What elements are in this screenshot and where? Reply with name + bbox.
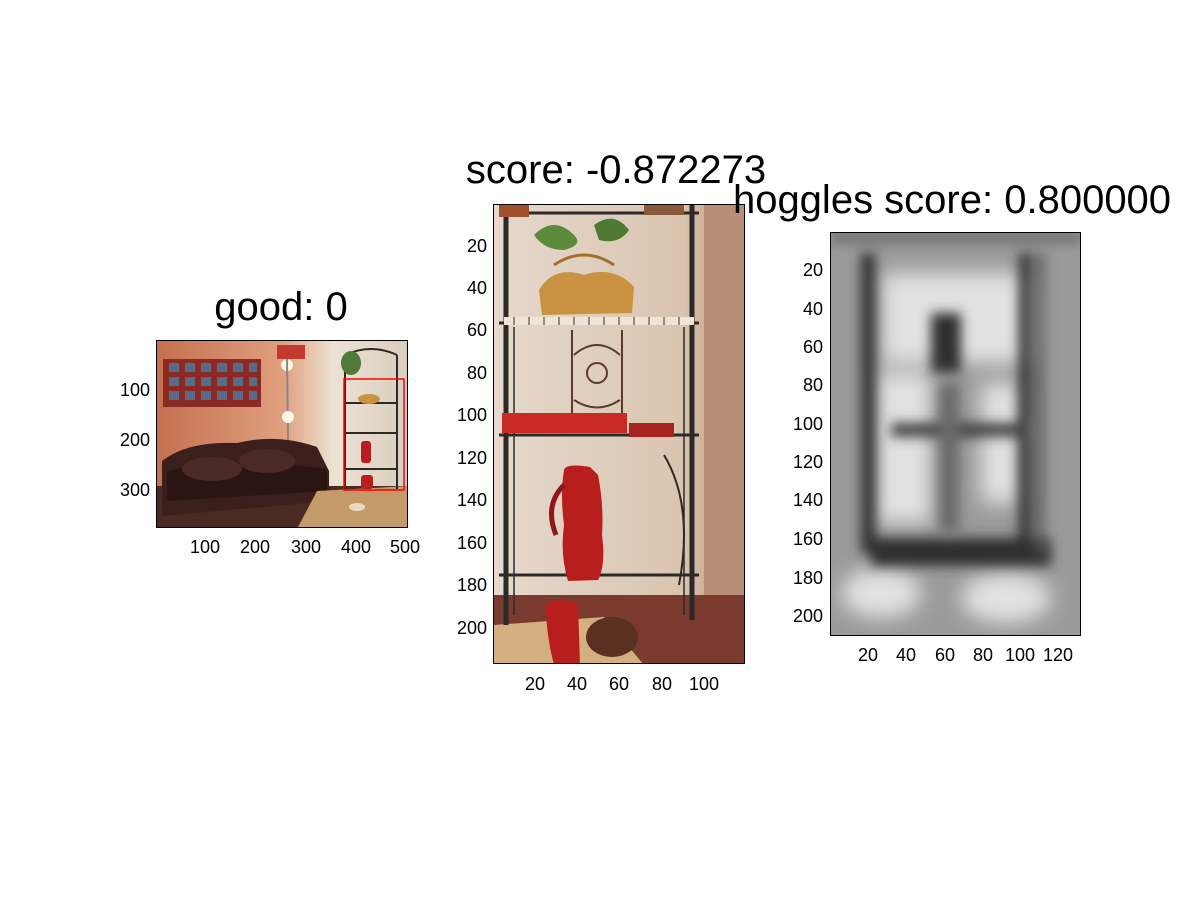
panel2-xtick: 80 <box>651 674 673 694</box>
panel1-ytick: 300 <box>119 480 150 500</box>
panel2-ytick: 140 <box>456 490 487 510</box>
panel1-title: good: 0 <box>214 285 348 329</box>
panel2-ytick: 120 <box>456 448 487 468</box>
panel2-xtick: 60 <box>608 674 630 694</box>
panel1-xtick: 200 <box>239 537 271 557</box>
panel3-ytick: 180 <box>792 568 823 588</box>
shelf-crop-image <box>494 205 744 663</box>
panel3-title: hoggles score: 0.800000 <box>732 178 1172 222</box>
panel2-axes <box>493 204 745 664</box>
panel2-ytick: 80 <box>466 363 487 383</box>
panel1-ytick: 200 <box>119 430 150 450</box>
panel3-ytick: 40 <box>802 299 823 319</box>
panel3-ytick: 140 <box>792 490 823 510</box>
panel1-xtick: 500 <box>389 537 421 557</box>
panel2-ytick: 100 <box>456 405 487 425</box>
panel3-xtick: 20 <box>857 645 879 665</box>
panel1-xtick: 400 <box>340 537 372 557</box>
panel1-xtick: 300 <box>290 537 322 557</box>
panel2-ytick: 20 <box>466 236 487 256</box>
panel3-ytick: 160 <box>792 529 823 549</box>
panel1-ytick: 100 <box>119 380 150 400</box>
panel2-ytick: 180 <box>456 575 487 595</box>
panel2-xtick: 20 <box>524 674 546 694</box>
panel3-xtick: 80 <box>972 645 994 665</box>
panel2-ytick: 160 <box>456 533 487 553</box>
panel3-ytick: 100 <box>792 414 823 434</box>
panel2-ytick: 200 <box>456 618 487 638</box>
panel2-xtick: 100 <box>688 674 720 694</box>
panel3-axes <box>830 232 1081 636</box>
panel3-ytick: 200 <box>792 606 823 626</box>
panel2-title: score: -0.872273 <box>465 148 767 192</box>
panel1-xtick: 100 <box>189 537 221 557</box>
hoggles-image <box>831 233 1080 635</box>
panel3-ytick: 60 <box>802 337 823 357</box>
panel3-xtick: 40 <box>895 645 917 665</box>
detection-box <box>343 378 405 491</box>
panel3-xtick: 120 <box>1042 645 1074 665</box>
panel1-axes <box>156 340 408 528</box>
panel2-ytick: 60 <box>466 320 487 340</box>
panel2-ytick: 40 <box>466 278 487 298</box>
panel3-ytick: 120 <box>792 452 823 472</box>
panel3-xtick: 100 <box>1004 645 1036 665</box>
panel3-ytick: 20 <box>802 260 823 280</box>
panel2-xtick: 40 <box>566 674 588 694</box>
room-photo <box>157 341 407 527</box>
panel3-ytick: 80 <box>802 375 823 395</box>
panel3-xtick: 60 <box>934 645 956 665</box>
